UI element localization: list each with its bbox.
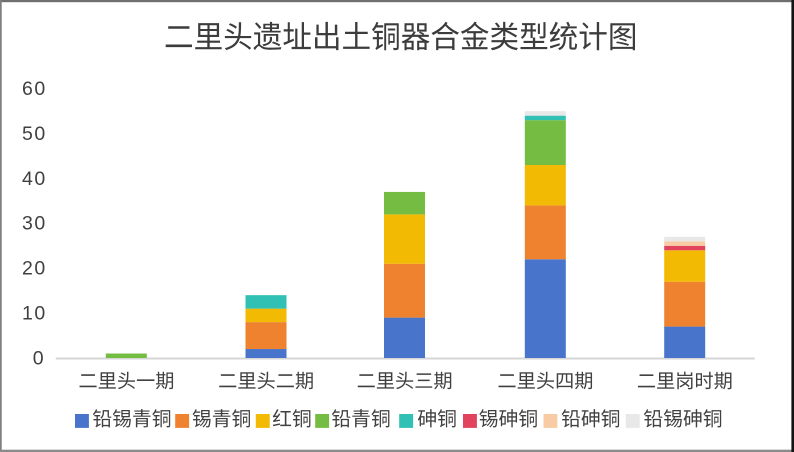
svg-text:40: 40 <box>22 168 47 190</box>
svg-text:0: 0 <box>33 347 45 369</box>
svg-text:20: 20 <box>22 258 47 280</box>
svg-text:50: 50 <box>22 123 47 145</box>
svg-text:10: 10 <box>22 302 47 324</box>
svg-text:30: 30 <box>22 213 47 235</box>
svg-text:60: 60 <box>22 78 47 100</box>
